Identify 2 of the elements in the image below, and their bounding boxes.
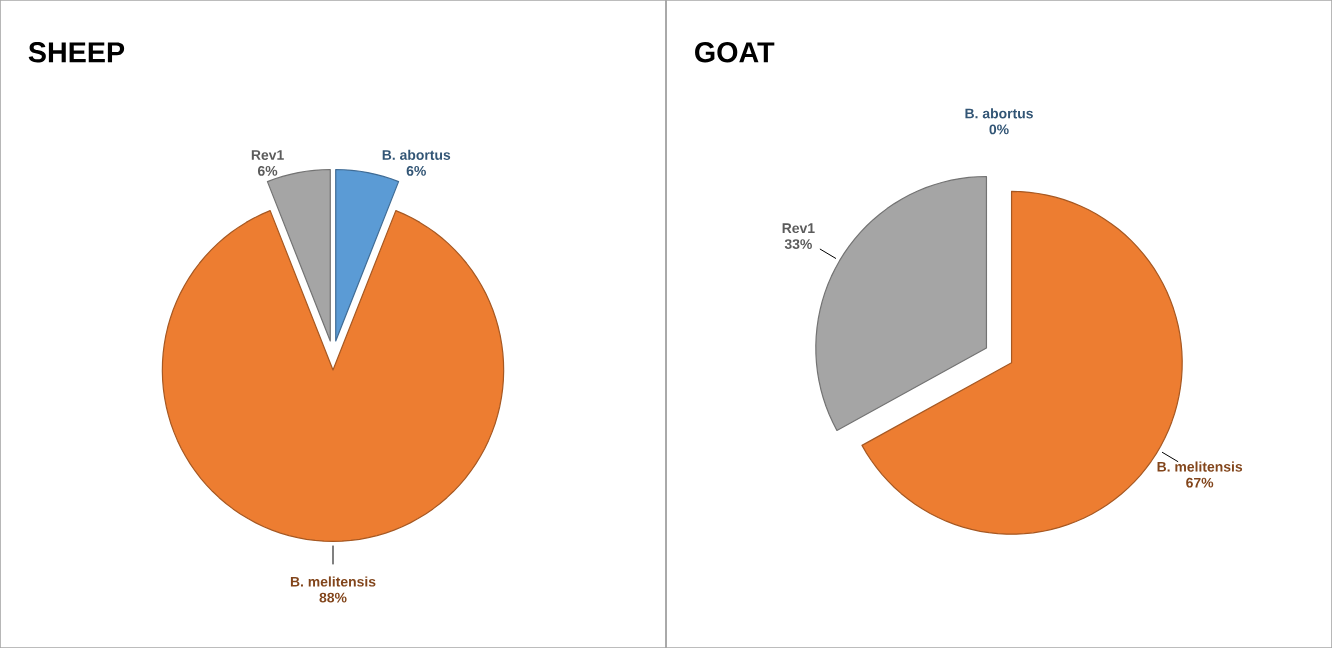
chart-title: SHEEP	[28, 42, 125, 63]
chart-title: GOAT	[695, 42, 775, 63]
